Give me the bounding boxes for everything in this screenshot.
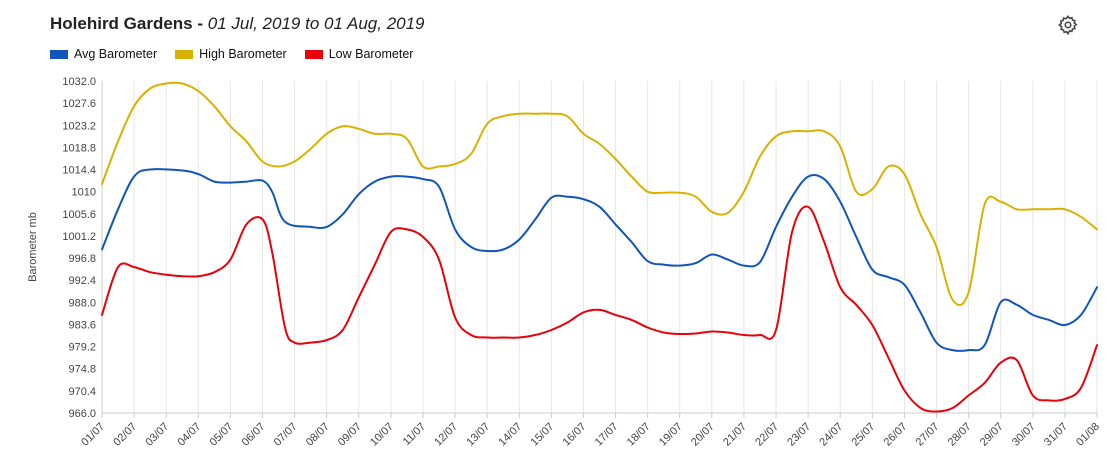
x-tick-label: 25/07 xyxy=(849,421,877,449)
legend-swatch xyxy=(175,49,194,59)
x-tick-label: 13/07 xyxy=(464,421,492,449)
y-tick-label: 1023.2 xyxy=(62,120,96,132)
x-tick-label: 06/07 xyxy=(240,421,268,449)
y-tick-label: 1005.6 xyxy=(62,209,96,221)
x-tick-label: 07/07 xyxy=(272,421,300,449)
y-axis-title: Barometer mb xyxy=(27,212,39,282)
y-tick-label: 1027.6 xyxy=(62,98,96,110)
x-tick-label: 02/07 xyxy=(111,421,139,449)
legend-label: High Barometer xyxy=(199,47,287,61)
x-tick-label: 21/07 xyxy=(721,421,749,449)
y-tick-label: 996.8 xyxy=(68,253,96,265)
x-tick-label: 03/07 xyxy=(143,421,171,449)
x-tick-label: 20/07 xyxy=(689,421,717,449)
x-tick-label: 28/07 xyxy=(946,421,974,449)
x-tick-label: 04/07 xyxy=(175,421,203,449)
x-tick-label: 27/07 xyxy=(914,421,942,449)
y-tick-label: 992.4 xyxy=(68,275,96,287)
chart-title: Holehird Gardens xyxy=(50,14,193,33)
x-tick-label: 05/07 xyxy=(208,421,236,449)
x-tick-label: 01/07 xyxy=(79,421,107,449)
chart-legend: Avg Barometer High Barometer Low Barometer xyxy=(50,47,413,61)
low-barometer-line[interactable] xyxy=(101,205,1098,413)
legend-item-high-barometer[interactable]: High Barometer xyxy=(175,47,287,61)
x-tick-label: 26/07 xyxy=(882,421,910,449)
y-tick-label: 966.0 xyxy=(68,408,96,420)
legend-label: Avg Barometer xyxy=(74,47,158,61)
y-tick-label: 1018.8 xyxy=(62,142,96,154)
x-tick-label: 29/07 xyxy=(978,421,1006,449)
x-tick-label: 19/07 xyxy=(657,421,685,449)
y-tick-label: 983.6 xyxy=(68,319,96,331)
y-tick-label: 970.4 xyxy=(68,386,96,398)
x-tick-label: 30/07 xyxy=(1010,421,1038,449)
legend-swatch xyxy=(304,49,323,59)
x-tick-label: 22/07 xyxy=(753,421,781,449)
x-tick-label: 11/07 xyxy=(401,421,428,448)
y-tick-label: 1001.2 xyxy=(62,231,96,243)
x-tick-label: 23/07 xyxy=(785,421,813,449)
gear-icon[interactable] xyxy=(1057,14,1079,36)
x-tick-label: 16/07 xyxy=(561,421,589,449)
legend-item-low-barometer[interactable]: Low Barometer xyxy=(304,47,414,61)
title-separator: - xyxy=(192,14,208,33)
x-tick-label: 18/07 xyxy=(625,421,653,449)
legend-swatch xyxy=(50,49,68,59)
x-tick-label: 09/07 xyxy=(336,421,364,449)
gear-icon-glyph xyxy=(1057,14,1078,36)
x-tick-label: 08/07 xyxy=(304,421,332,449)
x-tick-label: 10/07 xyxy=(368,421,396,449)
y-tick-label: 988.0 xyxy=(68,297,96,309)
y-tick-label: 1014.4 xyxy=(62,165,96,177)
x-tick-label: 14/07 xyxy=(496,421,524,449)
y-tick-label: 979.2 xyxy=(68,342,96,354)
legend-label: Low Barometer xyxy=(328,47,414,61)
x-tick-label: 17/07 xyxy=(593,421,621,449)
y-tick-label: 974.8 xyxy=(68,364,96,376)
date-range: 01 Jul, 2019 to 01 Aug, 2019 xyxy=(207,14,425,33)
x-tick-label: 24/07 xyxy=(817,421,845,449)
x-tick-label: 01/08 xyxy=(1074,421,1102,449)
y-tick-label: 1010 xyxy=(72,187,96,199)
avg-barometer-line[interactable] xyxy=(101,168,1098,352)
x-tick-label: 15/07 xyxy=(529,421,557,449)
chart-header: Holehird Gardens - 01 Jul, 2019 to 01 Au… xyxy=(50,14,425,34)
x-tick-label: 12/07 xyxy=(432,421,460,449)
x-tick-label: 31/07 xyxy=(1042,421,1070,449)
y-tick-label: 1032.0 xyxy=(62,76,96,88)
high-barometer-line[interactable] xyxy=(101,81,1098,306)
legend-item-avg-barometer[interactable]: Avg Barometer xyxy=(50,47,157,61)
